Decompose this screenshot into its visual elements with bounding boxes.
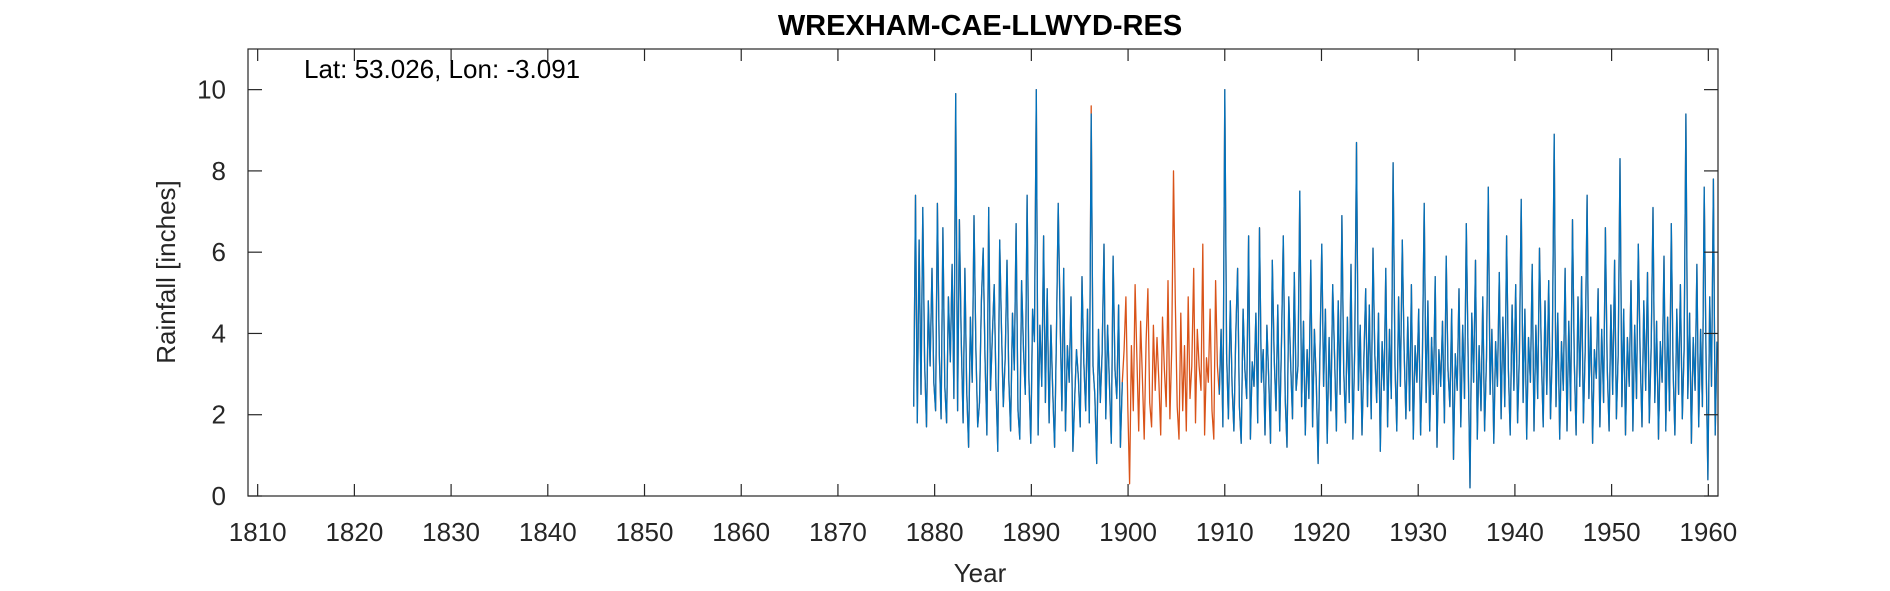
- x-tick-label: 1820: [325, 517, 383, 547]
- y-tick-label: 6: [212, 237, 226, 267]
- x-axis-ticks: 1810 1820 1830 1840 1850 1860 1870 1880 1890 1900…: [229, 49, 1737, 547]
- x-tick-label: 1900: [1099, 517, 1157, 547]
- x-tick-label: 1950: [1583, 517, 1641, 547]
- chart-title: WREXHAM-CAE-LLWYD-RES: [778, 10, 1182, 42]
- x-tick-label: 1960: [1679, 517, 1737, 547]
- x-tick-label: 1920: [1293, 517, 1351, 547]
- y-tick-label: 10: [197, 75, 226, 105]
- y-tick-label: 0: [212, 481, 226, 511]
- x-tick-label: 1850: [616, 517, 674, 547]
- series-line-2: [913, 88, 1718, 489]
- y-axis-ticks: 0 2 4 6 8 10: [197, 75, 1718, 511]
- x-tick-label: 1810: [229, 517, 287, 547]
- x-tick-label: 1880: [906, 517, 964, 547]
- y-axis-label: Rainfall [inches]: [151, 180, 181, 364]
- x-tick-label: 1910: [1196, 517, 1254, 547]
- x-axis-label: Year: [954, 558, 1007, 588]
- x-tick-label: 1870: [809, 517, 867, 547]
- x-tick-label: 1890: [1002, 517, 1060, 547]
- plot-area: 1810 1820 1830 1840 1850 1860 1870 1880 1890 1900…: [197, 48, 1737, 547]
- y-tick-label: 8: [212, 156, 226, 186]
- x-tick-label: 1930: [1389, 517, 1447, 547]
- y-tick-label: 4: [212, 318, 226, 348]
- x-tick-label: 1940: [1486, 517, 1544, 547]
- location-annotation: Lat: 53.026, Lon: -3.091: [304, 54, 580, 84]
- x-tick-label: 1840: [519, 517, 577, 547]
- x-tick-label: 1860: [712, 517, 770, 547]
- y-tick-label: 2: [212, 400, 226, 430]
- series-group: [913, 88, 1718, 489]
- x-tick-label: 1830: [422, 517, 480, 547]
